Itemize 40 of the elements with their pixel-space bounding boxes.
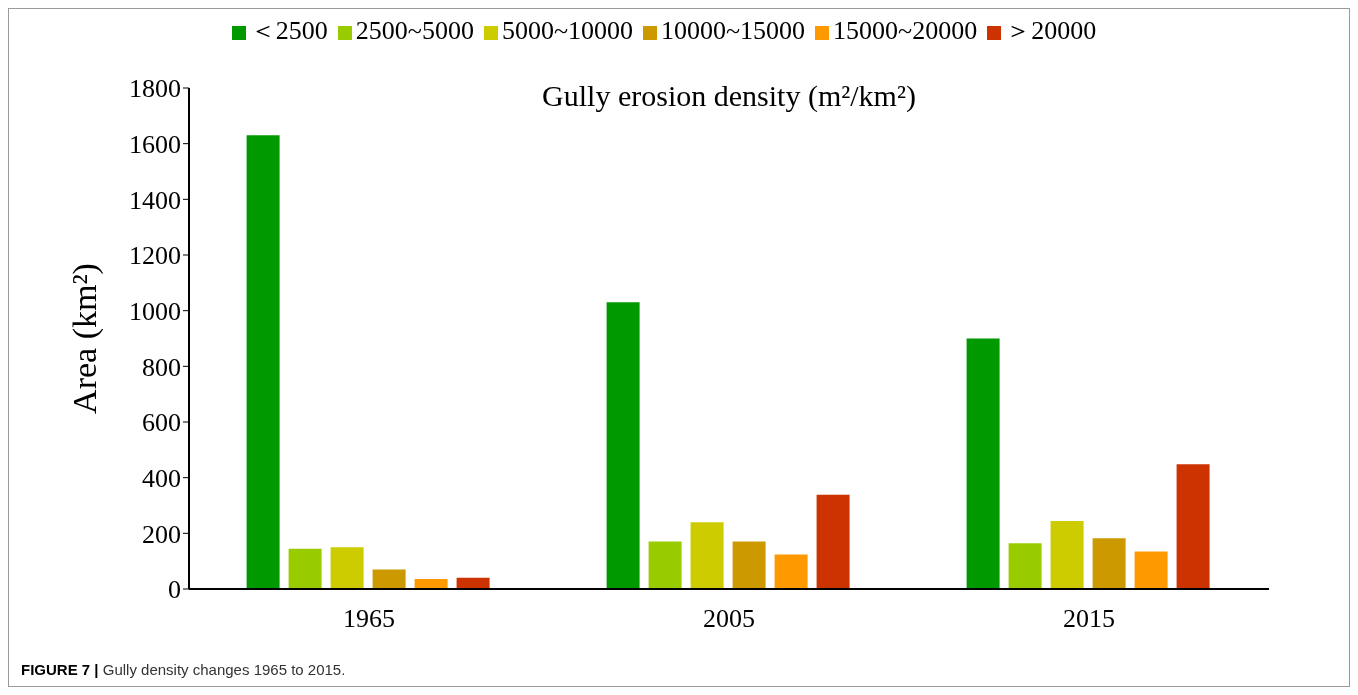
bar — [288, 548, 322, 589]
y-axis-title: Area (km²) — [66, 263, 105, 414]
x-tick-label: 1965 — [343, 604, 395, 634]
bar — [606, 302, 640, 589]
caption: FIGURE 7 | Gully density changes 1965 to 2015. — [21, 661, 346, 678]
bar — [690, 522, 724, 589]
bar — [732, 541, 766, 589]
bar — [648, 541, 682, 589]
y-tick-label: 400 — [142, 463, 181, 493]
y-tick-label: 1200 — [129, 241, 181, 271]
y-tick-label: 1000 — [129, 296, 181, 326]
bar — [816, 494, 850, 589]
bar — [372, 569, 406, 589]
bar — [1008, 543, 1042, 589]
legend-label: 10000~15000 — [661, 16, 806, 45]
legend-label: ＞20000 — [1005, 16, 1097, 45]
legend-label: 15000~20000 — [833, 16, 978, 45]
y-tick-label: 1400 — [129, 185, 181, 215]
y-tick-label: 1800 — [129, 74, 181, 104]
y-tick-label: 600 — [142, 408, 181, 438]
legend-label: 2500~5000 — [355, 16, 474, 45]
x-tick-label: 2015 — [1063, 604, 1115, 634]
bar — [414, 578, 448, 589]
y-tick-label: 1600 — [129, 129, 181, 159]
legend-title: Gully erosion density (m²/km²) — [542, 79, 916, 112]
bar — [774, 554, 808, 589]
bar — [1134, 551, 1168, 589]
y-tick-label: 200 — [142, 519, 181, 549]
legend-label: 5000~10000 — [501, 16, 633, 45]
y-tick-label: 800 — [142, 352, 181, 382]
x-tick-label: 2005 — [703, 604, 755, 634]
bar — [966, 338, 1000, 589]
bar — [456, 577, 490, 589]
bar — [330, 547, 364, 589]
legend-label: ＜2500 — [249, 16, 328, 45]
bar — [1176, 464, 1210, 589]
y-tick-label: 0 — [168, 575, 181, 605]
bar — [1092, 538, 1126, 589]
bar — [1050, 521, 1084, 589]
bar — [246, 135, 280, 589]
